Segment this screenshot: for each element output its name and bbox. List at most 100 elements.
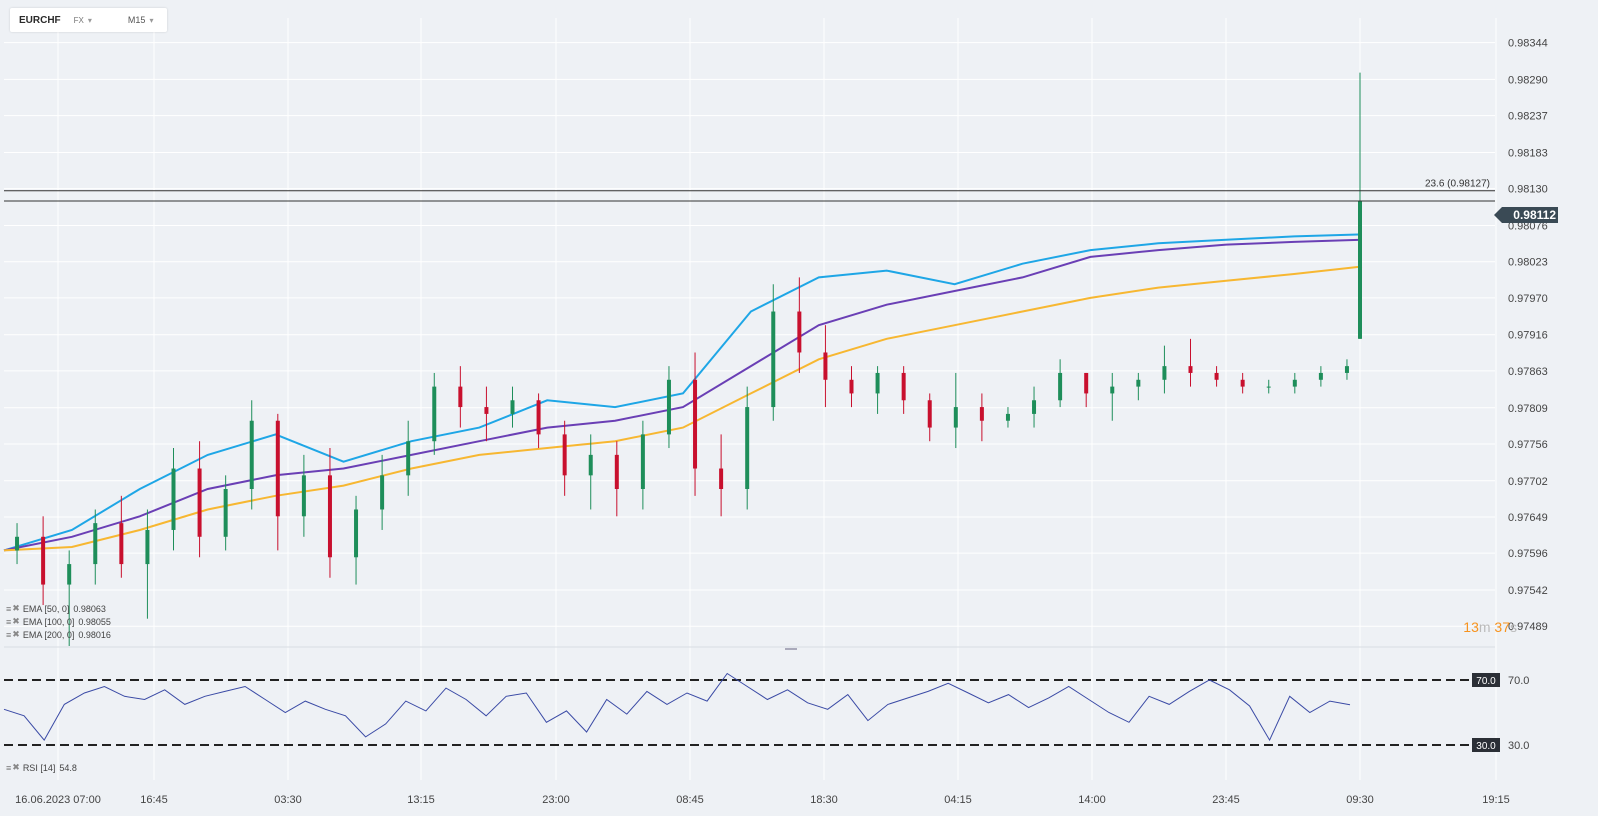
candle-body: [1240, 379, 1245, 387]
legend-rsi[interactable]: ≡ ✖ RSI [14] 54.8: [6, 762, 77, 773]
candle-body: [145, 529, 150, 565]
price-tick-label: 0.97542: [1508, 585, 1548, 597]
candle-body: [67, 564, 72, 585]
candle-body: [666, 379, 671, 435]
candle-body: [614, 454, 619, 489]
symbol-name: EURCHF: [19, 14, 61, 26]
ema-line-1: [3, 238, 1363, 552]
timeframe-selector[interactable]: M15: [127, 15, 146, 25]
price-tick-label: 0.97489: [1508, 621, 1548, 633]
rsi-panel: 70.0 70.0 30.0 30.0: [3, 672, 1529, 752]
panel-resize-handle: [785, 648, 797, 650]
candle-body: [354, 509, 359, 558]
chart-grid: [4, 18, 1497, 780]
legend-ema100[interactable]: ≡ ✖ EMA [100, 0] 0.98055: [6, 616, 111, 627]
candle-body: [119, 523, 124, 565]
price-tick-label: 0.97863: [1508, 366, 1548, 378]
time-tick-label: 03:30: [274, 794, 302, 806]
time-tick-label: 04:15: [944, 794, 972, 806]
price-tick-label: 0.98023: [1508, 257, 1548, 269]
candle-body: [93, 523, 98, 565]
rsi-axis-label: 70.0: [1508, 675, 1529, 687]
price-tick-label: 0.98290: [1508, 74, 1548, 86]
time-tick-label: 13:15: [407, 794, 435, 806]
candle-body: [41, 536, 46, 585]
candle-body: [458, 386, 463, 408]
legend-value: 54.8: [59, 762, 77, 773]
candle-body: [1005, 413, 1010, 421]
candle-body: [771, 311, 776, 408]
candle-body: [1188, 366, 1193, 373]
settings-icon[interactable]: ≡: [6, 603, 12, 614]
close-icon[interactable]: ✖: [12, 603, 20, 613]
legend-label: EMA [50, 0]: [22, 603, 70, 614]
candle-body: [327, 475, 332, 558]
price-tick-label: 0.98183: [1508, 147, 1548, 159]
price-tick-label: 0.97596: [1508, 548, 1548, 560]
timeframe-chevron-icon[interactable]: ▾: [149, 15, 154, 25]
countdown-s-unit: s: [1510, 619, 1517, 635]
candle-body: [823, 352, 828, 380]
time-tick-label: 09:30: [1346, 794, 1374, 806]
candle-countdown: 13m 37s: [1463, 619, 1517, 635]
candle-body: [927, 400, 932, 428]
time-tick-label: 14:00: [1078, 794, 1106, 806]
price-tick-label: 0.98130: [1508, 184, 1548, 196]
close-icon[interactable]: ✖: [12, 616, 20, 626]
price-levels: 23.6 (0.98127): [4, 179, 1495, 202]
chevron-down-icon[interactable]: ▾: [87, 15, 92, 25]
candle-body: [197, 468, 202, 537]
candle-body: [1266, 386, 1271, 388]
candle-body: [1344, 366, 1349, 373]
current-price-tag: 0.98112: [1494, 207, 1558, 223]
candle-body: [1084, 372, 1089, 394]
settings-icon[interactable]: ≡: [6, 616, 12, 627]
candles: [15, 72, 1362, 646]
settings-icon[interactable]: ≡: [6, 762, 12, 773]
candle-body: [249, 420, 254, 489]
price-tick-label: 0.97649: [1508, 512, 1548, 524]
legend-ema200[interactable]: ≡ ✖ EMA [200, 0] 0.98016: [6, 629, 111, 640]
symbol-selector[interactable]: EURCHF FX ▾ M15 ▾: [10, 8, 167, 32]
price-tick-label: 0.97916: [1508, 330, 1548, 342]
legend-value: 0.98016: [78, 629, 111, 640]
rsi-level-tag-text: 70.0: [1476, 676, 1496, 687]
time-tick-label: 23:00: [542, 794, 570, 806]
candle-body: [536, 400, 541, 435]
candle-body: [380, 475, 385, 510]
candle-body: [171, 468, 176, 530]
candle-body: [562, 434, 567, 476]
time-tick-label: 08:45: [676, 794, 704, 806]
candle-body: [953, 407, 958, 428]
countdown-minutes: 13: [1463, 619, 1479, 635]
countdown-seconds: 37: [1494, 619, 1510, 635]
candle-body: [797, 311, 802, 353]
candle-body: [640, 434, 645, 489]
candle-body: [1162, 366, 1167, 380]
market-label: FX: [73, 15, 84, 25]
candle-body: [719, 468, 724, 489]
candle-body: [588, 454, 593, 476]
candle-body: [301, 475, 306, 517]
candle-body: [1318, 372, 1323, 380]
price-tick-label: 0.98076: [1508, 221, 1548, 233]
candle-body: [979, 407, 984, 421]
candle-body: [510, 400, 515, 414]
candle-body: [901, 372, 906, 401]
time-tick-label: 18:30: [810, 794, 838, 806]
settings-icon[interactable]: ≡: [6, 629, 12, 640]
candle-body: [1136, 379, 1141, 387]
price-tick-label: 0.98237: [1508, 111, 1548, 123]
ema-line-2: [3, 265, 1363, 552]
rsi-level-tag: [1472, 673, 1500, 687]
candle-body: [406, 441, 411, 476]
close-icon[interactable]: ✖: [12, 762, 20, 772]
ema-line-0: [3, 233, 1363, 552]
rsi-level-tag: [1472, 738, 1500, 752]
axes: 0.98344 0.98290 0.98237 0.98183 0.98130 0.980…: [15, 38, 1548, 806]
close-icon[interactable]: ✖: [12, 629, 20, 639]
candle-body: [745, 407, 750, 489]
candle-body: [1058, 372, 1063, 401]
legend-ema50[interactable]: ≡ ✖ EMA [50, 0] 0.98063: [6, 603, 106, 614]
